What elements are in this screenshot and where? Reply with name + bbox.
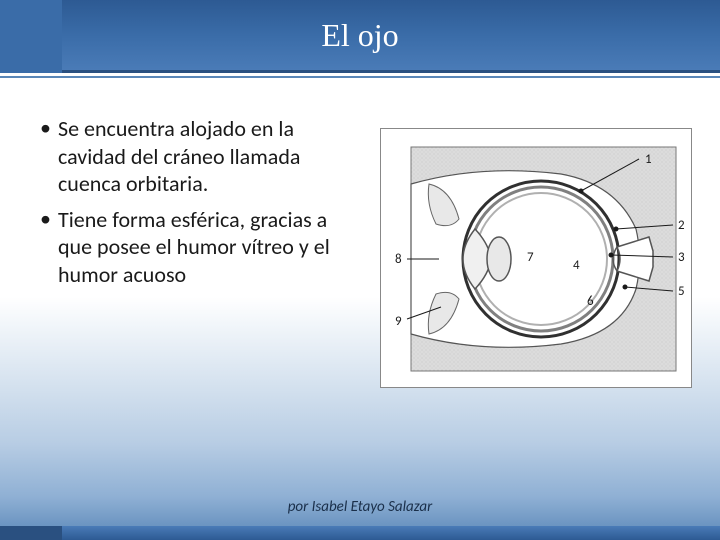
slide-title: El ojo [321,17,398,54]
diagram-label-3: 3 [678,250,685,265]
diagram-label-6: 6 [587,294,594,309]
diagram-label-4: 4 [573,258,580,273]
bullet-text: Tiene forma esférica, gracias a que pose… [58,206,340,289]
diagram-label-9: 9 [395,314,402,329]
diagram-label-8: 8 [395,252,402,267]
diagram-label-1: 1 [645,152,652,167]
diagram-label-2: 2 [678,218,685,233]
title-bar: El ojo [0,0,720,73]
eye-diagram-svg: 1 2 3 4 5 6 7 8 9 [381,129,693,389]
bullet-item: • Tiene forma esférica, gracias a que po… [40,206,340,289]
bottom-bar [0,526,720,540]
bullet-marker: • [40,206,58,289]
bullet-marker: • [40,115,58,198]
bullet-item: • Se encuentra alojado en la cavidad del… [40,115,340,198]
diagram-label-7: 7 [527,250,534,265]
title-underline [0,76,720,78]
diagram-label-5: 5 [678,284,685,299]
footer-author: por Isabel Etayo Salazar [0,498,720,516]
eye-diagram: 1 2 3 4 5 6 7 8 9 [380,128,692,388]
bullet-text: Se encuentra alojado en la cavidad del c… [58,115,340,198]
bottom-left-accent [0,526,62,540]
bullet-list: • Se encuentra alojado en la cavidad del… [40,115,340,296]
title-left-accent [0,0,62,73]
